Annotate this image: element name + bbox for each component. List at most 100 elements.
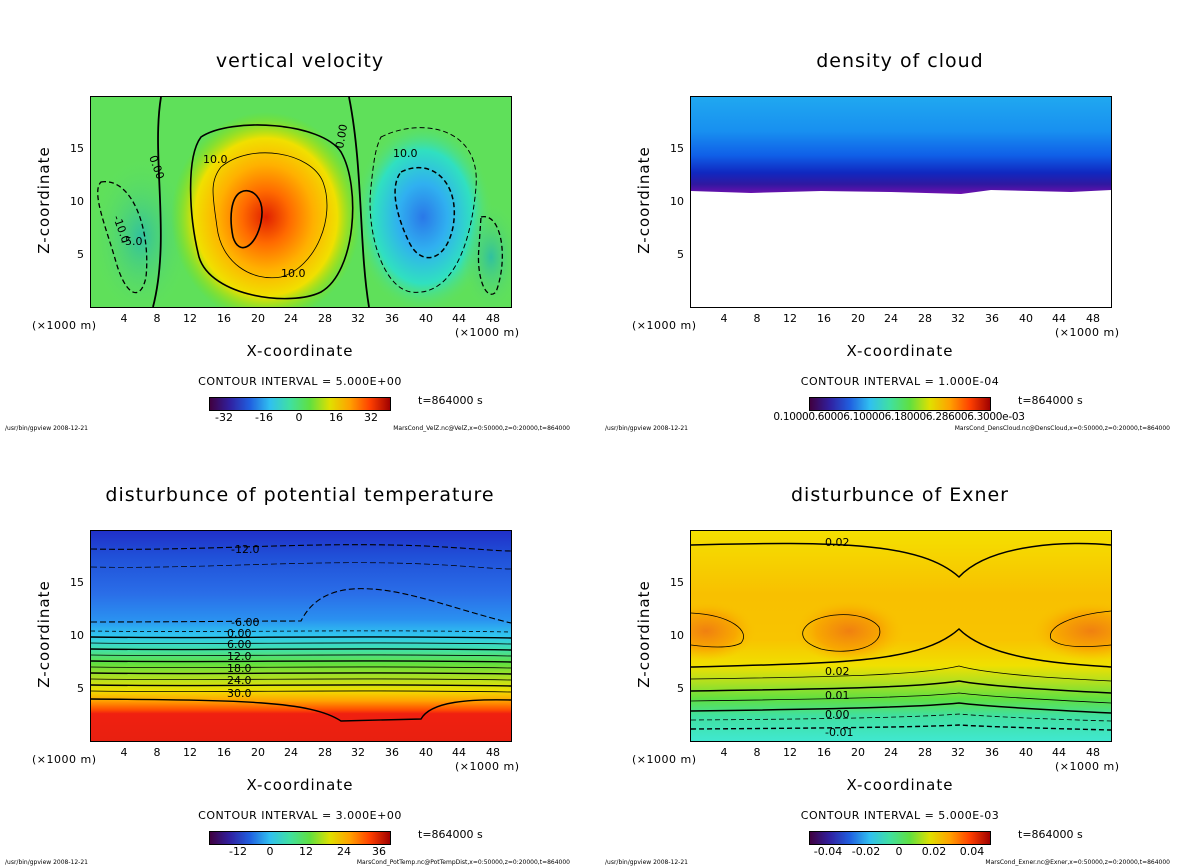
contour-label: 0.00: [227, 627, 252, 640]
updraft-core: [171, 112, 361, 307]
contour-line: [91, 660, 511, 663]
x-tick: 8: [753, 746, 761, 759]
contour-line: [230, 190, 263, 249]
x-tick: 4: [120, 312, 128, 325]
x-tick: 16: [217, 312, 231, 325]
contour-interval: CONTOUR INTERVAL = 1.000E-04: [800, 375, 1000, 388]
panel-potential-temperature: disturbunce of potential temperature: [0, 434, 600, 868]
contour-line-negative: [691, 724, 1111, 731]
colorbar-tick: 0: [895, 845, 903, 858]
footer-source: MarsCond_DensCloud.nc@DensCloud,x=0:5000…: [954, 425, 1170, 432]
x-tick: 40: [1019, 312, 1033, 325]
x-tick: 44: [1052, 746, 1066, 759]
contour-line: [91, 678, 511, 681]
x-tick: 44: [1052, 312, 1066, 325]
contour-line: [189, 124, 354, 300]
x-tick: 20: [851, 312, 865, 325]
x-tick: 8: [153, 746, 161, 759]
contour-label: 0.00: [825, 708, 850, 721]
x-tick: 28: [918, 312, 932, 325]
x-tick: 32: [951, 312, 965, 325]
y-tick: 15: [70, 576, 84, 589]
x-tick: 16: [217, 746, 231, 759]
colorbar-tick: -0.04: [813, 845, 843, 858]
time-label: t=864000 s: [418, 828, 483, 841]
contour-line: [91, 690, 511, 693]
x-tick: 12: [783, 746, 797, 759]
colorbar: [809, 831, 991, 845]
chart-title: density of cloud: [816, 50, 984, 72]
x-axis-unit: (×1000 m): [32, 753, 97, 766]
contour-line-negative: [91, 588, 511, 624]
colorbar-tick: -16: [255, 411, 273, 424]
colorbar-tick: 12: [299, 845, 313, 858]
x-tick: 48: [486, 312, 500, 325]
contour-label: 30.0: [227, 687, 252, 700]
colorbar-tick: 32: [364, 411, 378, 424]
footer-source: MarsCond_Exner.nc@Exner,x=0:50000,z=0:20…: [985, 859, 1170, 866]
x-tick: 36: [985, 746, 999, 759]
y-tick: 10: [70, 629, 84, 642]
y-tick: 5: [77, 682, 84, 695]
contour-label: 10.0: [281, 267, 306, 280]
contour-line: [91, 672, 511, 675]
contour-line-negative: [91, 630, 511, 633]
x-axis-unit: (×1000 m): [632, 753, 697, 766]
contour-line: [1050, 610, 1111, 648]
contour-line: [691, 542, 1111, 579]
colorbar-tick: 0: [266, 845, 274, 858]
x-tick: 32: [351, 312, 365, 325]
y-tick: 15: [670, 142, 684, 155]
panel-vertical-velocity: vertical velocity: [0, 0, 600, 434]
y-tick: 10: [670, 195, 684, 208]
contour-label: -12.0: [231, 543, 259, 556]
x-tick: 44: [452, 746, 466, 759]
contour-label: 18.0: [227, 662, 252, 675]
contour-line: [212, 152, 328, 279]
y-axis-label: Z-coordinate: [635, 146, 653, 254]
contour-label: 6.00: [227, 638, 252, 651]
x-axis-label: X-coordinate: [846, 342, 954, 360]
x-tick: 40: [1019, 746, 1033, 759]
x-tick: 16: [817, 746, 831, 759]
x-tick: 36: [985, 312, 999, 325]
chart-title: disturbunce of Exner: [790, 484, 1009, 506]
field-background: [91, 531, 511, 741]
contour-line: [91, 654, 511, 657]
contour-label: -6.00: [231, 616, 259, 629]
x-tick: 24: [884, 312, 898, 325]
contour-label: 10.0: [393, 147, 418, 160]
time-label: t=864000 s: [1018, 394, 1083, 407]
colorbar-tick: 0: [295, 411, 303, 424]
contour-line: [91, 698, 511, 722]
contour-interval: CONTOUR INTERVAL = 3.000E+00: [198, 809, 402, 822]
y-tick: 15: [70, 142, 84, 155]
x-tick: 20: [851, 746, 865, 759]
contour-label: 0.02: [825, 665, 850, 678]
x-tick: 48: [1086, 312, 1100, 325]
y-axis-label: Z-coordinate: [35, 580, 53, 688]
colorbar-tick: 24: [337, 845, 351, 858]
footer-program: /usr/bin/gpview 2008-12-21: [5, 859, 88, 866]
y-tick: 5: [677, 248, 684, 261]
x-tick: 24: [284, 312, 298, 325]
y-tick: 5: [77, 248, 84, 261]
x-tick: 8: [153, 312, 161, 325]
footer-program: /usr/bin/gpview 2008-12-21: [605, 859, 688, 866]
colorbar-tick: -12: [229, 845, 247, 858]
x-tick: 12: [183, 312, 197, 325]
contour-interval: CONTOUR INTERVAL = 5.000E+00: [198, 375, 402, 388]
time-label: t=864000 s: [418, 394, 483, 407]
y-tick: 10: [670, 629, 684, 642]
contour-line-negative: [691, 713, 1111, 722]
contour-label: 0.00: [333, 123, 350, 149]
contour-line-negative: [91, 562, 511, 570]
colorbar-tick: 16: [329, 411, 343, 424]
updraft-weak-left: [91, 157, 191, 307]
footer-source: MarsCond_VelZ.nc@VelZ,x=0:50000,z=0:2000…: [393, 425, 570, 432]
panel-cloud-density: density of cloud Z-coordinate (×1000 m) …: [600, 0, 1200, 434]
x-axis-label: X-coordinate: [846, 776, 954, 794]
contour-line-negative: [477, 216, 503, 295]
x-axis-unit: (×1000 m): [1055, 760, 1120, 773]
plot-area: -12.0 -6.00 0.00 6.00 12.0 18.0 24.0 30.…: [90, 530, 512, 742]
